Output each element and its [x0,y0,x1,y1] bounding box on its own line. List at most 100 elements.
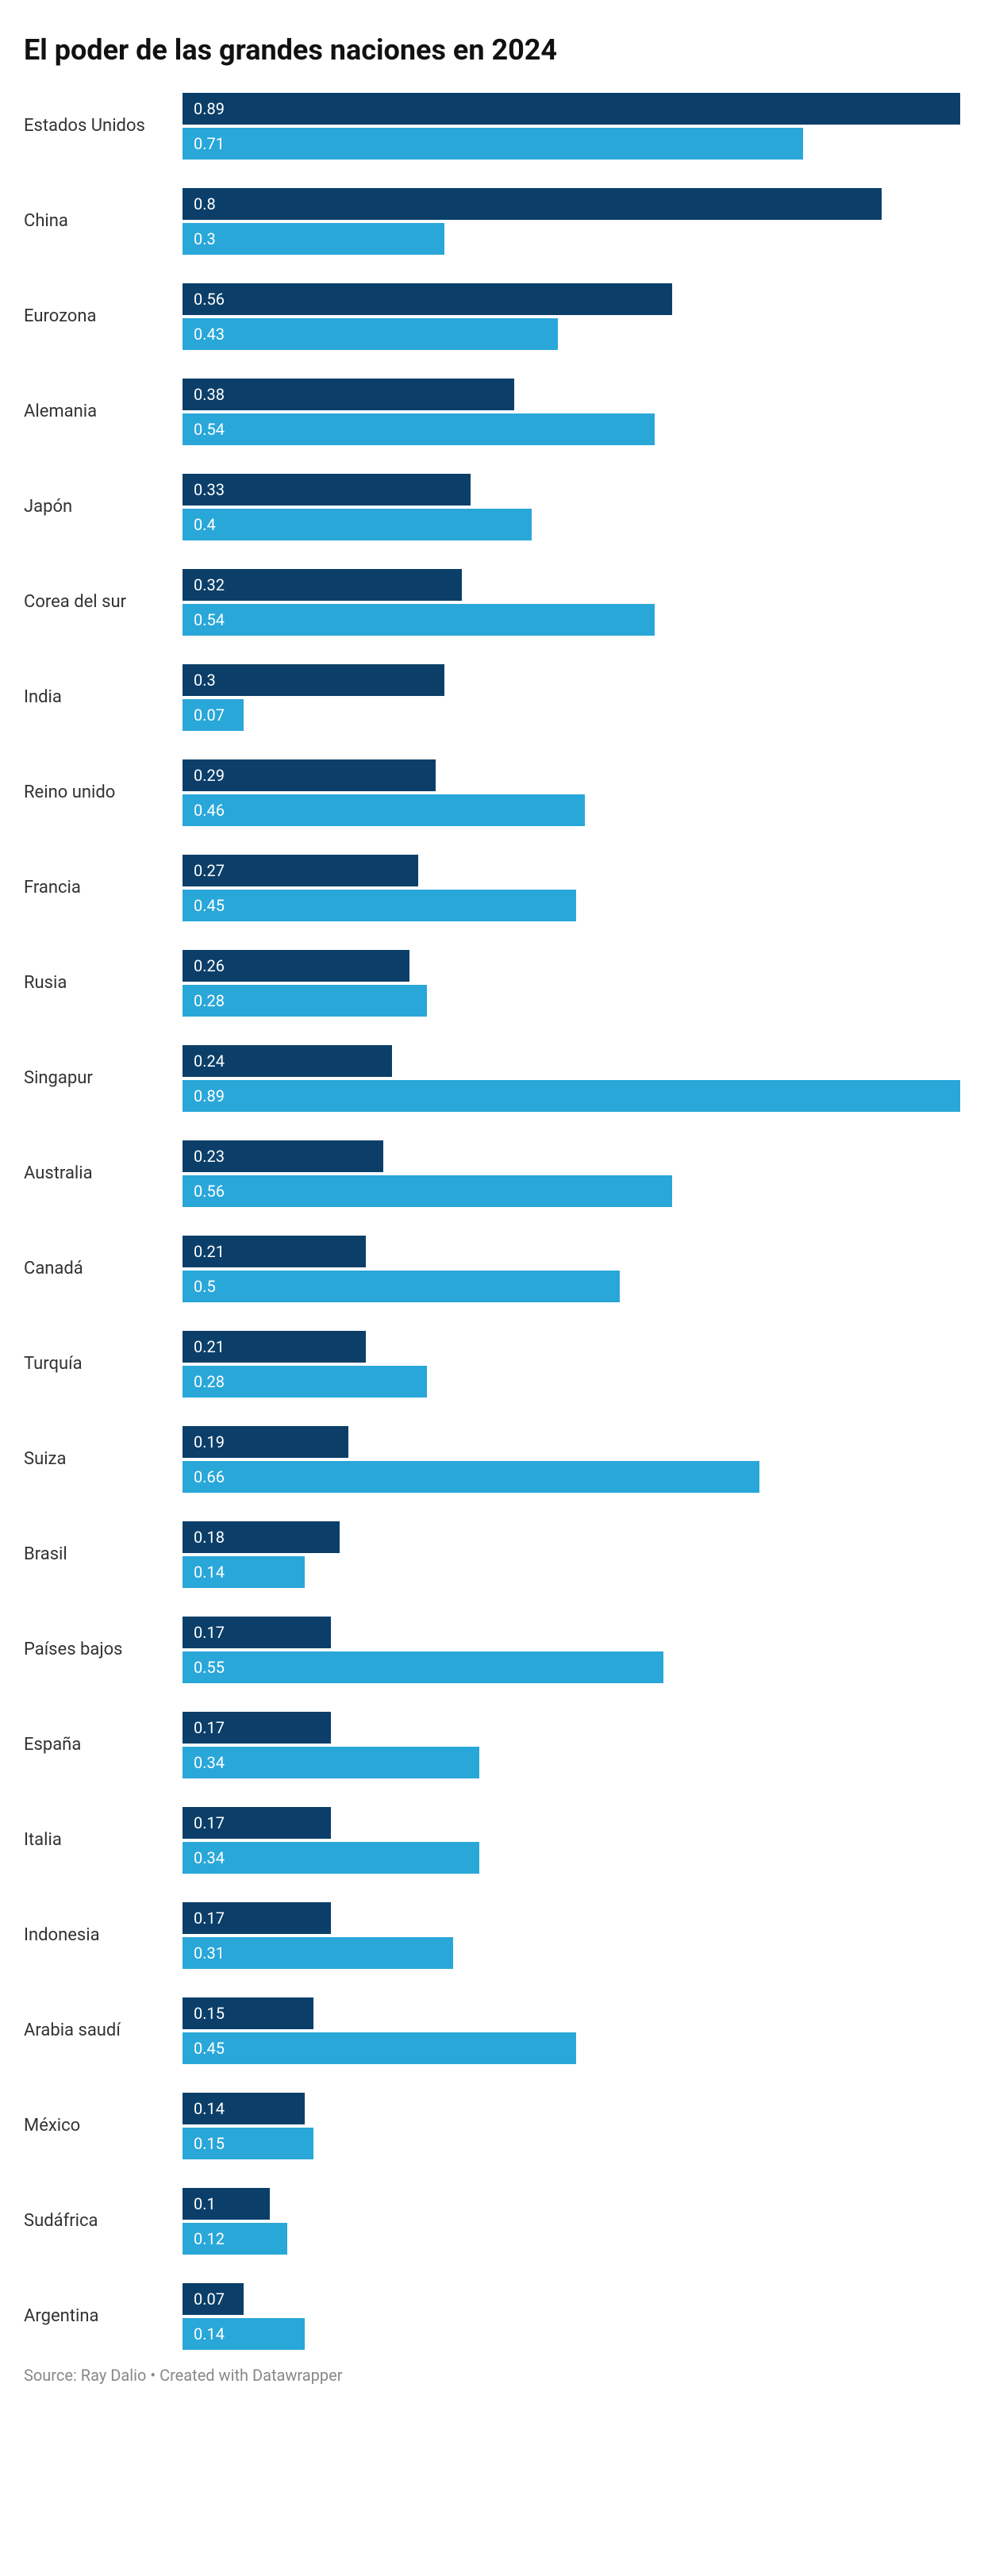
bar-value: 0.56 [194,1182,225,1201]
bar-wrap: 0.07 [183,2283,960,2315]
bar-value: 0.56 [194,290,225,309]
bar-wrap: 0.23 [183,1140,960,1172]
chart-row: Alemania0.380.54 [24,379,960,445]
country-label: Argentina [24,2306,183,2326]
bar-group: 0.23 0.56 [183,1140,960,1207]
chart-row: Rusia0.260.28 [24,950,960,1017]
country-label: México [24,2116,183,2136]
bar-series-2: 0.56 [183,1175,672,1207]
bar-wrap: 0.54 [183,413,960,445]
bar-series-1: 0.8 [183,188,882,220]
country-label: Eurozona [24,306,183,326]
bar-series-2: 0.12 [183,2223,287,2255]
bar-series-1: 0.56 [183,283,672,315]
bar-series-2: 0.71 [183,128,803,160]
bar-series-2: 0.28 [183,985,427,1017]
bar-series-1: 0.38 [183,379,514,410]
bar-value: 0.14 [194,2324,225,2343]
chart-row: Italia0.170.34 [24,1807,960,1874]
chart-row: Reino unido0.290.46 [24,759,960,826]
chart-row: Japón0.330.4 [24,474,960,540]
bar-value: 0.21 [194,1242,225,1261]
bar-wrap: 0.19 [183,1426,960,1458]
bar-value: 0.43 [194,325,225,344]
bar-group: 0.17 0.34 [183,1712,960,1778]
bar-series-1: 0.32 [183,569,462,601]
bar-series-2: 0.55 [183,1651,663,1683]
chart-row: Arabia saudí0.150.45 [24,1997,960,2064]
bar-value: 0.45 [194,2039,225,2058]
bar-group: 0.180.14 [183,1521,960,1588]
bar-value: 0.14 [194,2099,225,2118]
bar-group: 0.26 0.28 [183,950,960,1017]
bar-value: 0.29 [194,766,225,785]
bar-group: 0.14 0.15 [183,2093,960,2159]
country-label: Arabia saudí [24,2020,183,2040]
bar-series-2: 0.14 [183,2318,305,2350]
country-label: Países bajos [24,1640,183,1659]
bar-series-1: 0.1 [183,2188,270,2220]
bar-series-1: 0.29 [183,759,436,791]
bar-wrap: 0.29 [183,759,960,791]
bar-value: 0.89 [194,99,225,118]
bar-wrap: 0.38 [183,379,960,410]
bar-wrap: 0.31 [183,1937,960,1969]
bar-group: 0.33 0.4 [183,474,960,540]
bar-series-1: 0.21 [183,1331,366,1363]
bar-value: 0.31 [194,1944,225,1963]
bar-series-2: 0.15 [183,2128,313,2159]
bar-wrap: 0.24 [183,1045,960,1077]
bar-value: 0.33 [194,480,225,499]
bar-wrap: 0.28 [183,985,960,1017]
bar-group: 0.10.12 [183,2188,960,2255]
bar-value: 0.66 [194,1467,225,1486]
bar-group: 0.19 0.66 [183,1426,960,1493]
bar-value: 0.55 [194,1658,225,1677]
bar-group: 0.56 0.43 [183,283,960,350]
bar-group: 0.270.45 [183,855,960,921]
bar-value: 0.38 [194,385,225,404]
chart-row: Argentina 0.07 0.14 [24,2283,960,2350]
bar-series-1: 0.3 [183,664,444,696]
bar-value: 0.54 [194,420,225,439]
bar-series-2: 0.4 [183,509,532,540]
chart-row: China0.80.3 [24,188,960,255]
bar-value: 0.15 [194,2134,225,2153]
bar-series-2: 0.34 [183,1842,479,1874]
bar-value: 0.26 [194,956,225,975]
country-label: Canadá [24,1259,183,1278]
bar-wrap: 0.3 [183,223,960,255]
bar-value: 0.07 [194,2290,225,2309]
bar-series-2: 0.43 [183,318,558,350]
country-label: Francia [24,878,183,898]
bar-series-1: 0.17 [183,1712,331,1744]
bar-value: 0.24 [194,1052,225,1071]
chart-row: Estados Unidos0.890.71 [24,93,960,160]
bar-group: 0.210.28 [183,1331,960,1398]
country-label: Singapur [24,1068,183,1088]
bar-value: 0.17 [194,1718,225,1737]
bar-wrap: 0.3 [183,664,960,696]
bar-series-2: 0.89 [183,1080,960,1112]
bar-value: 0.3 [194,671,216,690]
bar-series-2: 0.28 [183,1366,427,1398]
bar-wrap: 0.66 [183,1461,960,1493]
bar-value: 0.54 [194,610,225,629]
bar-wrap: 0.56 [183,1175,960,1207]
bar-value: 0.45 [194,896,225,915]
bar-group: 0.32 0.54 [183,569,960,636]
bar-wrap: 0.8 [183,188,960,220]
bar-value: 0.34 [194,1753,225,1772]
bar-wrap: 0.14 [183,1556,960,1588]
bar-group: 0.07 0.14 [183,2283,960,2350]
bar-wrap: 0.14 [183,2318,960,2350]
chart-source: Source: Ray Dalio • Created with Datawra… [24,2366,960,2385]
bar-value: 0.17 [194,1909,225,1928]
bar-group: 0.17 0.31 [183,1902,960,1969]
chart-title: El poder de las grandes naciones en 2024 [24,32,960,69]
chart-row: Australia0.230.56 [24,1140,960,1207]
bar-wrap: 0.15 [183,2128,960,2159]
bar-wrap: 0.1 [183,2188,960,2220]
bar-value: 0.3 [194,229,216,248]
country-label: Reino unido [24,782,183,802]
